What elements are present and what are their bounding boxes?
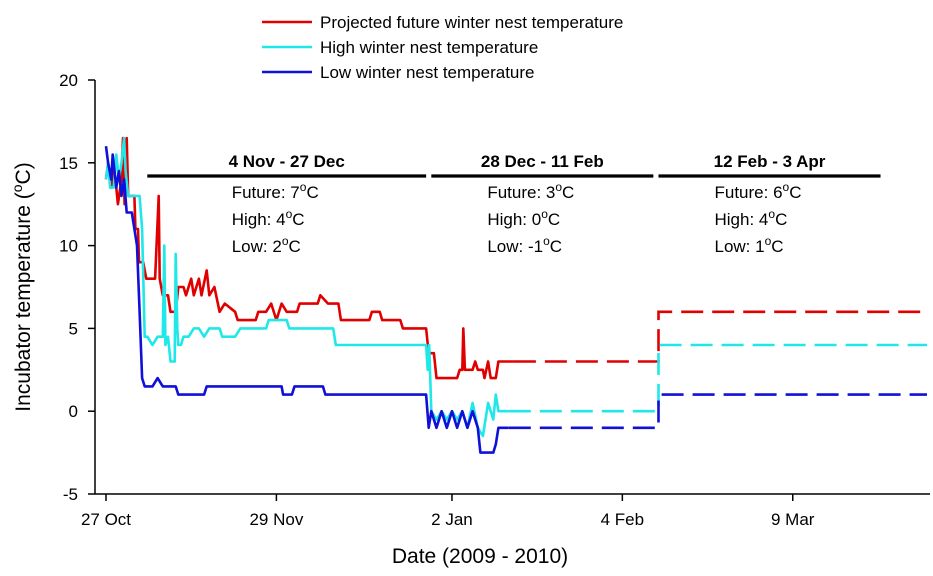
period-temp-line: Low: -1oC (487, 234, 562, 256)
period-temp-unit: o (543, 234, 550, 248)
period-temp-line: Future: 7oC (232, 180, 319, 202)
y-ticks: -5 0 5 10 15 20 (59, 71, 95, 504)
series-projection-2 (508, 393, 927, 430)
period-temp-line: Future: 3oC (487, 180, 574, 202)
period-temp-value: Future: 7 (232, 183, 300, 202)
y-tick-label: 15 (59, 154, 78, 173)
period-temp-unit: o (286, 207, 293, 221)
period-temp-value: High: 0 (487, 210, 541, 229)
x-axis-title: Date (2009 - 2010) (392, 545, 568, 568)
x-ticks: 27 Oct 29 Nov 2 Jan 4 Feb 9 Mar (81, 494, 815, 529)
period-temp-line: Future: 6oC (715, 180, 802, 202)
period-temp-value: Future: 6 (715, 183, 783, 202)
period-temp-tail: C (550, 237, 562, 256)
y-tick-label: 20 (59, 71, 78, 90)
x-tick-label: 4 Feb (601, 510, 644, 529)
period-temp-unit: o (555, 180, 562, 194)
period-title: 12 Feb - 3 Apr (714, 152, 826, 171)
period-temp-line: Low: 1oC (715, 234, 784, 256)
period-temp-tail: C (289, 237, 301, 256)
period-temp-line: High: 0oC (487, 207, 560, 229)
period-temp-value: High: 4 (232, 210, 286, 229)
period-temp-tail: C (562, 183, 574, 202)
period-temp-tail: C (306, 183, 318, 202)
axes (94, 80, 930, 495)
series-group (104, 136, 927, 454)
period-temp-unit: o (765, 234, 772, 248)
legend-label: High winter nest temperature (320, 38, 538, 57)
x-tick-label: 9 Mar (771, 510, 815, 529)
period-temp-value: Low: -1 (487, 237, 543, 256)
legend-label: Low winter nest temperature (320, 63, 535, 82)
series-projection-0 (513, 310, 927, 363)
period-temp-value: Future: 3 (487, 183, 555, 202)
y-axis-title-main: Incubator temperature ( (12, 192, 35, 411)
y-tick-label: -5 (63, 485, 78, 504)
series-projection-1 (508, 343, 927, 413)
x-tick-label: 2 Jan (431, 510, 473, 529)
period-temp-unit: o (783, 180, 790, 194)
period-title: 28 Dec - 11 Feb (481, 152, 604, 171)
y-axis-title: Incubator temperature (oC) (9, 162, 35, 411)
x-tick-label: 29 Nov (249, 510, 303, 529)
period-temp-line: High: 4oC (232, 207, 305, 229)
period-temp-tail: C (548, 210, 560, 229)
period-temp-line: Low: 2oC (232, 234, 301, 256)
legend-label: Projected future winter nest temperature (320, 13, 623, 32)
series-line-2 (104, 146, 509, 454)
period-temp-tail: C (292, 210, 304, 229)
period-temp-value: Low: 2 (232, 237, 282, 256)
y-axis-title-tail: C) (12, 162, 35, 184)
period-temp-unit: o (282, 234, 289, 248)
period-temp-tail: C (775, 210, 787, 229)
series-line-0 (104, 136, 514, 380)
period-title: 4 Nov - 27 Dec (229, 152, 345, 171)
period-temp-tail: C (789, 183, 801, 202)
x-tick-label: 27 Oct (81, 510, 131, 529)
y-tick-label: 5 (69, 319, 78, 338)
period-temp-unit: o (541, 207, 548, 221)
legend: Projected future winter nest temperature… (262, 13, 623, 82)
y-tick-label: 0 (69, 402, 78, 421)
y-tick-label: 10 (59, 237, 78, 256)
period-temp-tail: C (771, 237, 783, 256)
y-axis-title-unit: o (9, 184, 25, 192)
period-temp-value: Low: 1 (715, 237, 765, 256)
period-temp-line: High: 4oC (715, 207, 788, 229)
period-temp-unit: o (300, 180, 307, 194)
period-temp-unit: o (768, 207, 775, 221)
period-temp-value: High: 4 (715, 210, 769, 229)
